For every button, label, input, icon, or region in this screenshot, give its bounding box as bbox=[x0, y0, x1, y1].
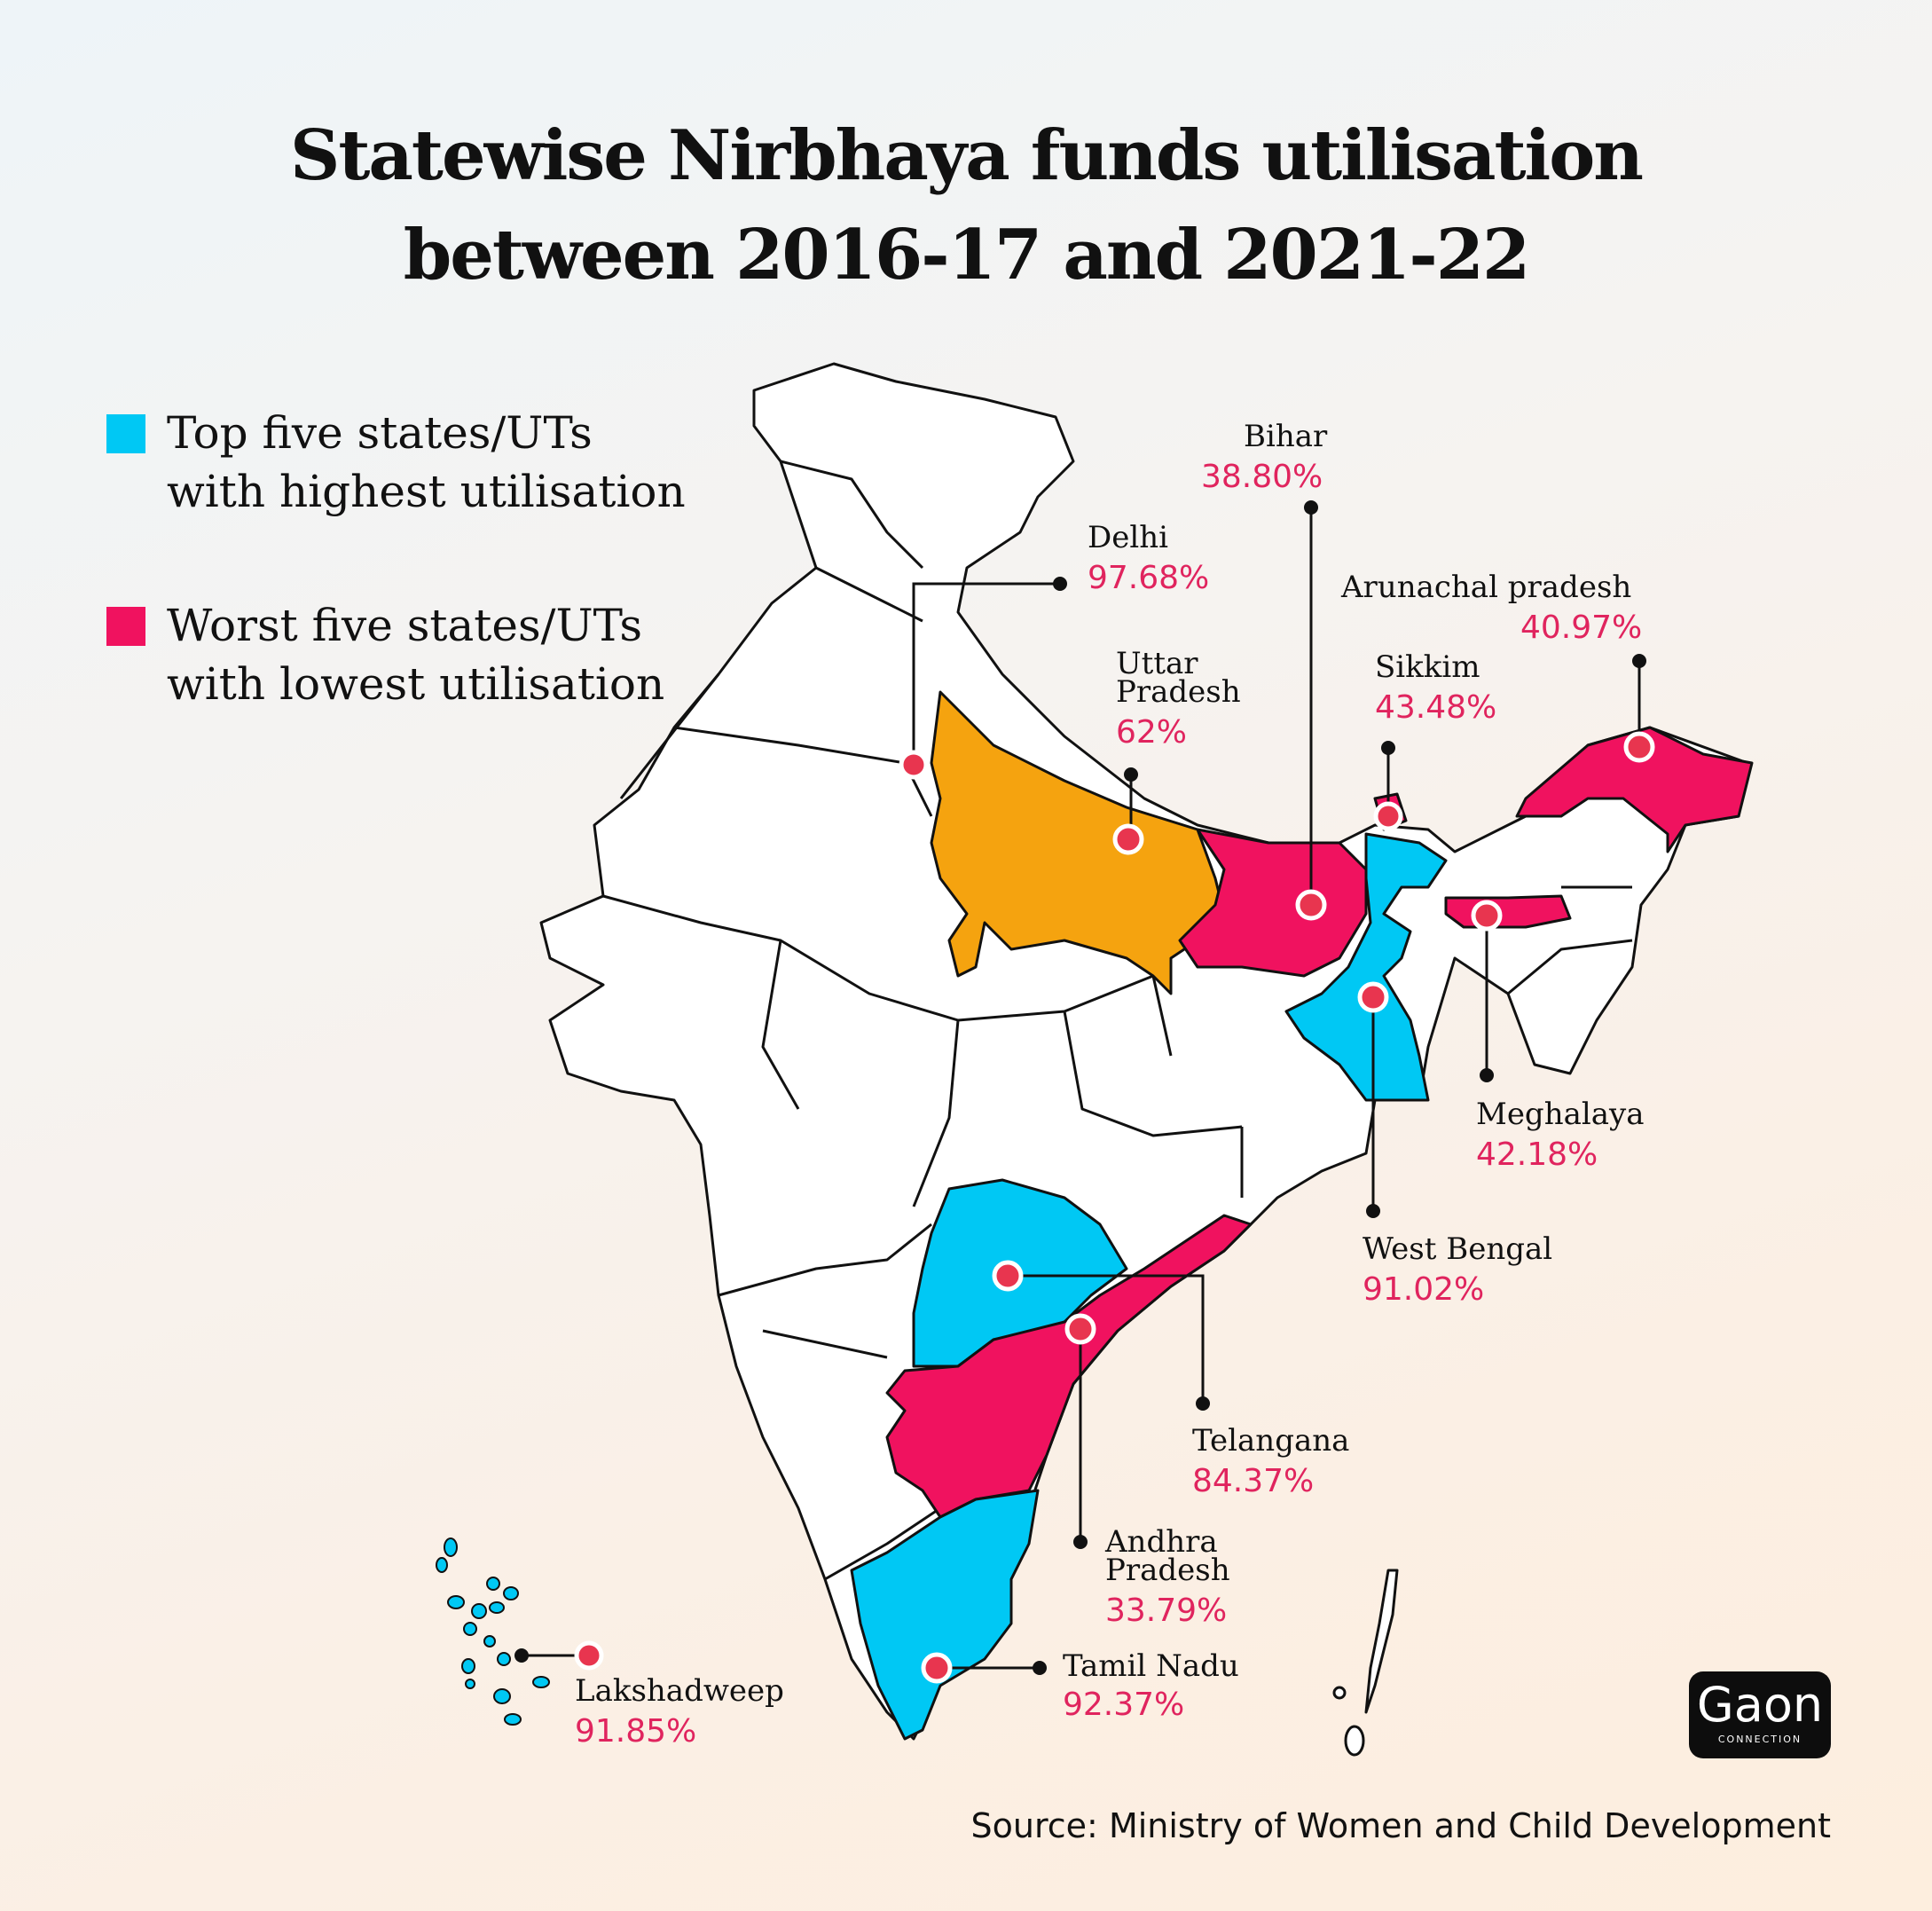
label-up-line1: Uttar bbox=[1116, 646, 1198, 681]
marker-telangana bbox=[992, 1260, 1024, 1292]
label-meghalaya: Meghalaya bbox=[1476, 1097, 1645, 1132]
legend-swatch-top bbox=[106, 414, 145, 453]
label-up-line2: Pradesh bbox=[1116, 674, 1241, 710]
marker-up bbox=[1112, 823, 1144, 855]
marker-bihar bbox=[1295, 889, 1327, 921]
arunachal-pradesh-region bbox=[1515, 726, 1754, 853]
value-tamil-nadu: 92.37% bbox=[1063, 1687, 1185, 1723]
label-arunachal: Arunachal pradesh bbox=[1341, 570, 1632, 605]
andaman-islands bbox=[1364, 1569, 1399, 1714]
value-arunachal: 40.97% bbox=[1520, 609, 1643, 646]
value-meghalaya: 42.18% bbox=[1476, 1136, 1598, 1173]
chart-title: Statewise Nirbhaya funds utilisation bet… bbox=[0, 106, 1932, 305]
leader-delhi bbox=[912, 582, 1060, 763]
value-up: 62% bbox=[1116, 714, 1188, 751]
marker-sikkim bbox=[1373, 801, 1403, 831]
leader-end-dots bbox=[514, 500, 1646, 1675]
nicobar-island bbox=[1344, 1725, 1365, 1757]
marker-delhi bbox=[899, 750, 929, 780]
value-andhra: 33.79% bbox=[1105, 1592, 1228, 1629]
label-west-bengal: West Bengal bbox=[1363, 1231, 1553, 1267]
title-line-1: Statewise Nirbhaya funds utilisation bbox=[290, 115, 1644, 196]
title-line-2: between 2016-17 and 2021-22 bbox=[403, 215, 1531, 295]
nicobar-island-small bbox=[1332, 1686, 1347, 1700]
legend-swatch-worst bbox=[106, 607, 145, 646]
source-note: Source: Ministry of Women and Child Deve… bbox=[970, 1806, 1831, 1845]
label-bihar: Bihar bbox=[1244, 419, 1328, 454]
legend-top-line2: with highest utilisation bbox=[167, 466, 686, 517]
logo-sub-text: CONNECTION bbox=[1717, 1734, 1802, 1745]
andhra-pradesh-region bbox=[885, 1214, 1253, 1519]
value-sikkim: 43.48% bbox=[1375, 689, 1497, 726]
label-lakshadweep: Lakshadweep bbox=[575, 1673, 784, 1709]
label-delhi: Delhi bbox=[1088, 520, 1169, 555]
value-bihar: 38.80% bbox=[1201, 459, 1323, 495]
marker-west-bengal bbox=[1357, 981, 1389, 1013]
marker-arunachal bbox=[1623, 731, 1655, 763]
west-bengal-region bbox=[1284, 832, 1448, 1102]
meghalaya-region bbox=[1444, 894, 1572, 929]
label-andhra-line1: Andhra bbox=[1105, 1524, 1218, 1560]
marker-tamil-nadu bbox=[921, 1652, 953, 1684]
value-west-bengal: 91.02% bbox=[1363, 1271, 1485, 1308]
gaon-connection-logo: Gaon CONNECTION bbox=[1689, 1671, 1831, 1758]
legend-worst-line2: with lowest utilisation bbox=[167, 658, 665, 710]
legend-text-top: Top five states/UTs with highest utilisa… bbox=[167, 404, 788, 521]
label-sikkim: Sikkim bbox=[1375, 649, 1480, 685]
tamil-nadu-region bbox=[850, 1489, 1040, 1741]
legend-top-line1: Top five states/UTs bbox=[167, 407, 593, 459]
state-boundary-lines bbox=[602, 460, 1633, 1581]
marker-lakshadweep bbox=[574, 1640, 604, 1671]
value-delhi: 97.68% bbox=[1088, 560, 1210, 596]
marker-andhra bbox=[1064, 1313, 1096, 1345]
value-lakshadweep: 91.85% bbox=[575, 1713, 697, 1750]
legend-worst-line1: Worst five states/UTs bbox=[167, 600, 642, 651]
value-telangana: 84.37% bbox=[1192, 1463, 1315, 1499]
leader-telangana bbox=[1008, 1274, 1205, 1404]
state-markers bbox=[574, 731, 1655, 1684]
lakshadweep-islands bbox=[436, 1537, 550, 1726]
uttar-pradesh-region bbox=[930, 690, 1226, 995]
label-andhra-line2: Pradesh bbox=[1105, 1553, 1230, 1588]
label-telangana: Telangana bbox=[1192, 1423, 1350, 1459]
bihar-region bbox=[1178, 828, 1368, 978]
legend-text-worst: Worst five states/UTs with lowest utilis… bbox=[167, 596, 788, 713]
india-outline bbox=[539, 362, 1749, 1741]
marker-meghalaya bbox=[1471, 900, 1503, 932]
logo-main-text: Gaon bbox=[1696, 1677, 1824, 1733]
label-tamil-nadu: Tamil Nadu bbox=[1063, 1648, 1239, 1684]
